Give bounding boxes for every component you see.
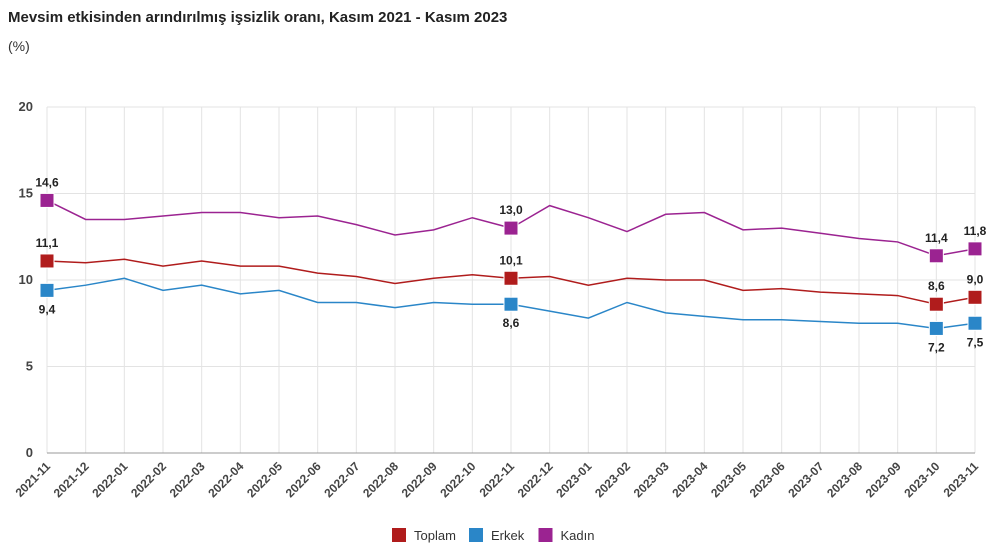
data-label: 9,4	[39, 302, 56, 316]
x-tick-label: 2021-12	[51, 459, 92, 500]
point-marker	[503, 220, 519, 236]
point-marker	[967, 289, 983, 305]
legend-label: Erkek	[491, 528, 525, 543]
legend-label: Toplam	[414, 528, 456, 543]
point-marker	[39, 192, 55, 208]
y-tick-label: 15	[19, 186, 33, 201]
x-tick-label: 2022-06	[283, 459, 324, 500]
data-label: 14,6	[35, 175, 59, 189]
legend-swatch	[538, 528, 553, 542]
x-tick-label: 2022-12	[515, 459, 556, 500]
point-marker	[39, 282, 55, 298]
y-tick-label: 20	[19, 99, 33, 114]
x-tick-label: 2023-09	[863, 459, 904, 500]
chart-title: Mevsim etkisinden arındırılmış işsizlik …	[8, 9, 507, 26]
x-tick-label: 2023-05	[708, 459, 749, 500]
data-label: 11,1	[36, 236, 59, 250]
point-marker	[928, 296, 944, 312]
x-tick-label: 2022-08	[360, 459, 401, 500]
legend-label: Kadın	[561, 528, 595, 543]
data-label: 7,5	[967, 335, 984, 349]
x-tick-label: 2023-02	[592, 459, 633, 500]
y-tick-label: 0	[26, 445, 33, 460]
x-tick-label: 2022-11	[477, 459, 518, 500]
x-tick-label: 2022-09	[399, 459, 440, 500]
data-label: 8,6	[503, 316, 520, 330]
x-tick-label: 2022-10	[437, 459, 478, 500]
x-tick-label: 2021-11	[13, 459, 54, 500]
data-label: 9,0	[967, 272, 984, 286]
point-marker	[503, 296, 519, 312]
x-tick-label: 2023-11	[941, 459, 982, 500]
x-tick-label: 2022-01	[89, 459, 130, 500]
data-label: 10,1	[499, 253, 523, 267]
point-marker	[967, 241, 983, 257]
x-tick-label: 2023-01	[553, 459, 594, 500]
x-tick-label: 2022-02	[128, 459, 169, 500]
data-label: 11,4	[925, 231, 948, 245]
point-marker	[503, 270, 519, 286]
x-tick-label: 2023-04	[669, 459, 710, 500]
x-tick-label: 2022-03	[167, 459, 208, 500]
legend-swatch	[469, 528, 483, 542]
x-tick-label: 2023-06	[747, 459, 788, 500]
point-marker	[967, 315, 983, 331]
legend-swatch	[392, 528, 406, 542]
x-tick-label: 2023-10	[901, 459, 942, 500]
y-tick-label: 10	[19, 272, 33, 287]
x-tick-label: 2023-07	[785, 459, 826, 500]
x-tick-label: 2022-07	[321, 459, 362, 500]
x-tick-label: 2022-05	[244, 459, 285, 500]
data-label: 8,6	[928, 279, 945, 293]
data-label: 13,0	[499, 203, 523, 217]
x-tick-label: 2022-04	[205, 459, 246, 500]
data-label: 7,2	[928, 340, 945, 354]
x-tick-label: 2023-08	[824, 459, 865, 500]
y-tick-label: 5	[26, 359, 33, 374]
point-marker	[39, 253, 55, 269]
x-tick-label: 2023-03	[631, 459, 672, 500]
point-marker	[928, 248, 944, 264]
data-label: 11,8	[964, 224, 987, 238]
point-marker	[928, 320, 944, 336]
chart-subtitle: (%)	[8, 38, 30, 54]
